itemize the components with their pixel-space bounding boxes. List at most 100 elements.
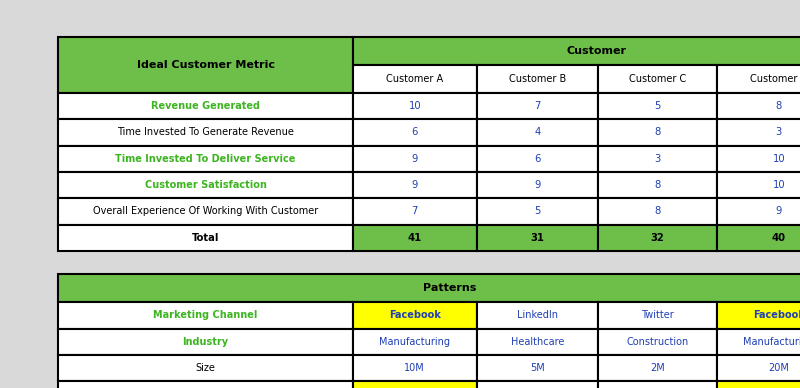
Bar: [353, 381, 477, 388]
Bar: [717, 329, 800, 355]
Bar: [477, 198, 598, 225]
Text: 5: 5: [654, 101, 661, 111]
Text: 3: 3: [776, 127, 782, 137]
Bar: [58, 93, 353, 119]
Text: Customer Satisfaction: Customer Satisfaction: [145, 180, 266, 190]
Text: Ideal Customer Metric: Ideal Customer Metric: [137, 60, 274, 70]
Bar: [58, 37, 353, 93]
Text: Manufacturing: Manufacturing: [743, 337, 800, 347]
Text: Industry: Industry: [182, 337, 229, 347]
Bar: [58, 198, 353, 225]
Bar: [598, 172, 717, 198]
Bar: [477, 172, 598, 198]
Text: Patterns: Patterns: [423, 283, 476, 293]
Text: 41: 41: [408, 233, 422, 243]
Text: 32: 32: [650, 233, 665, 243]
Bar: [353, 146, 477, 172]
Bar: [717, 198, 800, 225]
Text: 20M: 20M: [768, 363, 790, 373]
Bar: [717, 65, 800, 93]
Bar: [58, 302, 353, 329]
Text: LinkedIn: LinkedIn: [517, 310, 558, 320]
Text: Facebook: Facebook: [753, 310, 800, 320]
Text: 10: 10: [409, 101, 421, 111]
Bar: [58, 355, 353, 381]
Bar: [58, 381, 353, 388]
Text: 9: 9: [412, 180, 418, 190]
Text: 9: 9: [534, 180, 541, 190]
Text: 10M: 10M: [405, 363, 425, 373]
Text: Customer A: Customer A: [386, 74, 443, 84]
Text: Overall Experience Of Working With Customer: Overall Experience Of Working With Custo…: [93, 206, 318, 217]
Text: Time Invested To Generate Revenue: Time Invested To Generate Revenue: [117, 127, 294, 137]
Bar: [477, 225, 598, 251]
Bar: [58, 274, 800, 302]
Text: 6: 6: [412, 127, 418, 137]
Bar: [717, 93, 800, 119]
Text: 6: 6: [534, 154, 541, 164]
Bar: [477, 93, 598, 119]
Bar: [58, 329, 353, 355]
Text: 5: 5: [534, 206, 541, 217]
Text: Size: Size: [196, 363, 215, 373]
Bar: [477, 65, 598, 93]
Bar: [717, 381, 800, 388]
Bar: [353, 198, 477, 225]
Text: Healthcare: Healthcare: [511, 337, 564, 347]
Text: Twitter: Twitter: [642, 310, 674, 320]
Text: 8: 8: [654, 206, 661, 217]
Text: 31: 31: [530, 233, 545, 243]
Text: Manufacturing: Manufacturing: [379, 337, 450, 347]
Bar: [598, 355, 717, 381]
Text: 9: 9: [776, 206, 782, 217]
Bar: [717, 302, 800, 329]
Bar: [477, 119, 598, 146]
Bar: [353, 172, 477, 198]
Bar: [477, 329, 598, 355]
Text: Customer B: Customer B: [509, 74, 566, 84]
Text: 3: 3: [654, 154, 661, 164]
Bar: [717, 172, 800, 198]
Bar: [598, 329, 717, 355]
Bar: [598, 65, 717, 93]
Bar: [598, 381, 717, 388]
Bar: [58, 146, 353, 172]
Text: Customer C: Customer C: [629, 74, 686, 84]
Text: 40: 40: [772, 233, 786, 243]
Text: 7: 7: [534, 101, 541, 111]
Bar: [477, 355, 598, 381]
Bar: [353, 65, 477, 93]
Text: Time Invested To Deliver Service: Time Invested To Deliver Service: [115, 154, 296, 164]
Bar: [477, 146, 598, 172]
Text: Marketing Channel: Marketing Channel: [154, 310, 258, 320]
Text: Customer D: Customer D: [750, 74, 800, 84]
Bar: [598, 146, 717, 172]
Bar: [353, 37, 800, 65]
Bar: [58, 172, 353, 198]
Bar: [717, 225, 800, 251]
Bar: [58, 119, 353, 146]
Bar: [717, 146, 800, 172]
Bar: [353, 225, 477, 251]
Bar: [598, 302, 717, 329]
Text: Construction: Construction: [626, 337, 689, 347]
Text: 4: 4: [534, 127, 541, 137]
Bar: [353, 93, 477, 119]
Text: Revenue Generated: Revenue Generated: [151, 101, 260, 111]
Bar: [477, 381, 598, 388]
Text: 7: 7: [412, 206, 418, 217]
Bar: [58, 225, 353, 251]
Text: 9: 9: [412, 154, 418, 164]
Text: Total: Total: [192, 233, 219, 243]
Bar: [598, 198, 717, 225]
Bar: [353, 329, 477, 355]
Text: 8: 8: [654, 180, 661, 190]
Bar: [353, 119, 477, 146]
Text: 2M: 2M: [650, 363, 665, 373]
Text: 8: 8: [654, 127, 661, 137]
Bar: [717, 355, 800, 381]
Bar: [353, 355, 477, 381]
Text: 10: 10: [773, 154, 785, 164]
Bar: [598, 93, 717, 119]
Text: 5M: 5M: [530, 363, 545, 373]
